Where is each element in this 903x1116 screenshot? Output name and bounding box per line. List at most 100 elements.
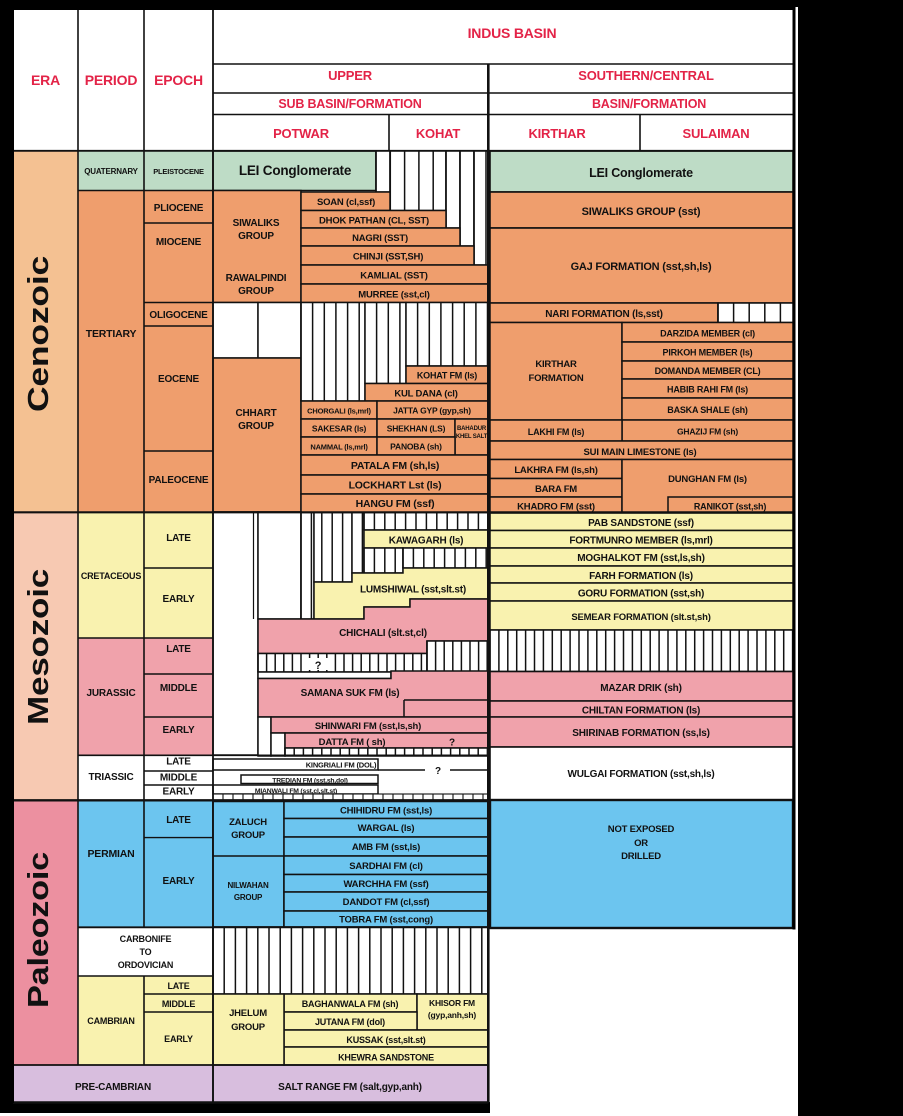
svg-text:EOCENE: EOCENE xyxy=(158,374,200,385)
svg-text:CRETACEOUS: CRETACEOUS xyxy=(81,571,142,581)
svg-text:EPOCH: EPOCH xyxy=(154,72,203,88)
svg-text:GAJ FORMATION (sst,sh,ls): GAJ FORMATION (sst,sh,ls) xyxy=(571,261,712,273)
svg-text:SHEKHAN (LS): SHEKHAN (LS) xyxy=(387,424,446,434)
svg-text:JUTANA FM (dol): JUTANA FM (dol) xyxy=(315,1017,385,1027)
svg-text:PERIOD: PERIOD xyxy=(85,72,138,88)
svg-text:MIDDLE: MIDDLE xyxy=(162,999,195,1009)
svg-text:SEMEAR FORMATION (slt.st,sh): SEMEAR FORMATION (slt.st,sh) xyxy=(571,612,710,623)
svg-text:LOCKHART Lst (ls): LOCKHART Lst (ls) xyxy=(349,480,442,492)
svg-text:TO: TO xyxy=(140,947,152,957)
svg-text:PLEISTOCENE: PLEISTOCENE xyxy=(153,167,204,176)
svg-text:HABIB RAHI FM (ls): HABIB RAHI FM (ls) xyxy=(667,385,748,395)
svg-text:PERMIAN: PERMIAN xyxy=(87,848,134,860)
svg-text:SHIRINAB FORMATION (ss,ls): SHIRINAB FORMATION (ss,ls) xyxy=(572,728,709,739)
svg-text:LAKHRA FM (ls,sh): LAKHRA FM (ls,sh) xyxy=(514,465,597,476)
svg-text:KOHAT: KOHAT xyxy=(416,126,461,141)
svg-text:SIWALIKS GROUP (sst): SIWALIKS GROUP (sst) xyxy=(582,206,701,218)
svg-text:QUATERNARY: QUATERNARY xyxy=(84,167,138,176)
svg-text:KHADRO FM (sst): KHADRO FM (sst) xyxy=(517,502,595,513)
svg-text:BAGHANWALA FM (sh): BAGHANWALA FM (sh) xyxy=(302,999,399,1009)
svg-text:TREDIAN FM (sst,sh,dol): TREDIAN FM (sst,sh,dol) xyxy=(272,778,347,785)
svg-text:LATE: LATE xyxy=(167,981,189,991)
svg-text:CARBONIFE: CARBONIFE xyxy=(120,934,172,944)
svg-text:Paleozoic: Paleozoic xyxy=(23,852,55,1008)
svg-text:BASKA SHALE (sh): BASKA SHALE (sh) xyxy=(667,405,748,415)
svg-text:GROUP: GROUP xyxy=(231,830,266,841)
svg-text:MURREE (sst,cl): MURREE (sst,cl) xyxy=(358,290,429,301)
svg-text:KUL DANA (cl): KUL DANA (cl) xyxy=(394,389,457,400)
svg-text:GROUP: GROUP xyxy=(238,421,274,432)
svg-text:MIDDLE: MIDDLE xyxy=(160,773,198,784)
svg-text:KHEL SALT: KHEL SALT xyxy=(456,434,488,440)
svg-text:SULAIMAN: SULAIMAN xyxy=(682,126,749,141)
svg-text:BAHADUR: BAHADUR xyxy=(457,426,487,432)
svg-text:LUMSHIWAL (sst,slt.st): LUMSHIWAL (sst,slt.st) xyxy=(360,585,466,596)
svg-text:CHORGALI (ls,mrl): CHORGALI (ls,mrl) xyxy=(307,407,371,416)
svg-text:PRE-CAMBRIAN: PRE-CAMBRIAN xyxy=(75,1082,151,1093)
svg-text:Cenozoic: Cenozoic xyxy=(23,256,55,412)
svg-text:GHAZIJ FM (sh): GHAZIJ FM (sh) xyxy=(677,427,738,437)
svg-text:LATE: LATE xyxy=(166,533,191,544)
svg-text:MAZAR DRIK (sh): MAZAR DRIK (sh) xyxy=(600,683,681,694)
svg-text:CHIHIDRU FM (sst,ls): CHIHIDRU FM (sst,ls) xyxy=(340,806,432,817)
svg-text:NAGRI (SST): NAGRI (SST) xyxy=(352,233,408,244)
svg-text:EARLY: EARLY xyxy=(164,1034,193,1044)
svg-text:CHINJI (SST,SH): CHINJI (SST,SH) xyxy=(353,252,423,263)
svg-text:HANGU FM (ssf): HANGU FM (ssf) xyxy=(356,498,435,510)
svg-text:CHHART: CHHART xyxy=(235,408,276,419)
svg-text:TOBRA FM (sst,cong): TOBRA FM (sst,cong) xyxy=(339,915,433,926)
svg-text:LATE: LATE xyxy=(166,815,191,826)
svg-text:SAMANA SUK FM (ls): SAMANA SUK FM (ls) xyxy=(301,688,400,699)
svg-text:MOGHALKOT FM (sst,ls,sh): MOGHALKOT FM (sst,ls,sh) xyxy=(577,553,704,564)
svg-text:EARLY: EARLY xyxy=(163,787,196,798)
svg-text:SARDHAI FM (cl): SARDHAI FM (cl) xyxy=(349,861,423,872)
svg-text:CHILTAN FORMATION (ls): CHILTAN FORMATION (ls) xyxy=(582,706,700,717)
svg-text:DHOK PATHAN (CL, SST): DHOK PATHAN (CL, SST) xyxy=(319,216,429,227)
svg-text:RANIKOT (sst,sh): RANIKOT (sst,sh) xyxy=(694,502,767,512)
svg-text:BARA FM: BARA FM xyxy=(535,484,577,495)
svg-text:SHINWARI FM (sst,ls,sh): SHINWARI FM (sst,ls,sh) xyxy=(315,721,421,732)
svg-text:ORDOVICIAN: ORDOVICIAN xyxy=(118,960,174,970)
svg-text:KAWAGARH (ls): KAWAGARH (ls) xyxy=(389,536,464,547)
svg-text:(gyp,anh,sh): (gyp,anh,sh) xyxy=(428,1010,476,1020)
svg-text:LATE: LATE xyxy=(166,757,191,768)
svg-text:WARCHHA FM (ssf): WARCHHA FM (ssf) xyxy=(343,879,428,890)
svg-text:MIDDLE: MIDDLE xyxy=(160,683,198,694)
svg-text:LEI Conglomerate: LEI Conglomerate xyxy=(589,166,693,180)
svg-text:DUNGHAN FM (ls): DUNGHAN FM (ls) xyxy=(668,474,747,485)
svg-text:NILWAHAN: NILWAHAN xyxy=(227,881,268,890)
svg-text:FORMATION: FORMATION xyxy=(528,373,583,384)
svg-text:KINGRIALI FM (DOL): KINGRIALI FM (DOL) xyxy=(306,761,377,770)
svg-text:KAMLIAL (SST): KAMLIAL (SST) xyxy=(360,271,427,282)
svg-text:EARLY: EARLY xyxy=(163,876,196,887)
svg-text:PATALA FM (sh,ls): PATALA FM (sh,ls) xyxy=(351,460,439,472)
svg-text:FARH FORMATION (ls): FARH FORMATION (ls) xyxy=(589,571,693,582)
svg-text:?: ? xyxy=(449,738,455,749)
svg-text:OLIGOCENE: OLIGOCENE xyxy=(149,310,208,321)
svg-text:SAKESAR (ls): SAKESAR (ls) xyxy=(312,424,367,434)
svg-text:KOHAT FM (ls): KOHAT FM (ls) xyxy=(417,371,477,381)
svg-text:PANOBA (sh): PANOBA (sh) xyxy=(390,442,442,452)
svg-text:LATE: LATE xyxy=(166,644,191,655)
svg-text:PALEOCENE: PALEOCENE xyxy=(149,475,209,486)
svg-text:PIRKOH MEMBER (ls): PIRKOH MEMBER (ls) xyxy=(663,348,753,358)
svg-text:LEI Conglomerate: LEI Conglomerate xyxy=(239,163,352,178)
svg-text:MIANWALI FM (sst,cl,slt.st): MIANWALI FM (sst,cl,slt.st) xyxy=(255,788,337,795)
svg-text:WARGAL (ls): WARGAL (ls) xyxy=(358,823,415,834)
svg-text:TRIASSIC: TRIASSIC xyxy=(88,772,133,783)
svg-text:INDUS BASIN: INDUS BASIN xyxy=(468,25,557,41)
svg-text:OR: OR xyxy=(634,838,648,849)
svg-text:?: ? xyxy=(315,660,322,672)
svg-text:SOUTHERN/CENTRAL: SOUTHERN/CENTRAL xyxy=(578,68,714,83)
svg-text:JATTA GYP (gyp,sh): JATTA GYP (gyp,sh) xyxy=(393,406,471,416)
svg-text:LAKHI FM (ls): LAKHI FM (ls) xyxy=(528,427,585,437)
svg-text:SUB BASIN/FORMATION: SUB BASIN/FORMATION xyxy=(278,97,421,111)
svg-text:KIRTHAR: KIRTHAR xyxy=(535,359,577,370)
svg-text:GORU FORMATION (sst,sh): GORU FORMATION (sst,sh) xyxy=(578,589,704,600)
svg-text:GROUP: GROUP xyxy=(231,1022,266,1033)
svg-text:NARI FORMATION (ls,sst): NARI FORMATION (ls,sst) xyxy=(545,309,662,320)
svg-text:POTWAR: POTWAR xyxy=(273,126,330,141)
svg-text:KUSSAK (sst,slt.st): KUSSAK (sst,slt.st) xyxy=(346,1035,425,1045)
svg-text:DATTA FM ( sh): DATTA FM ( sh) xyxy=(319,737,386,748)
svg-text:MIOCENE: MIOCENE xyxy=(156,237,202,248)
